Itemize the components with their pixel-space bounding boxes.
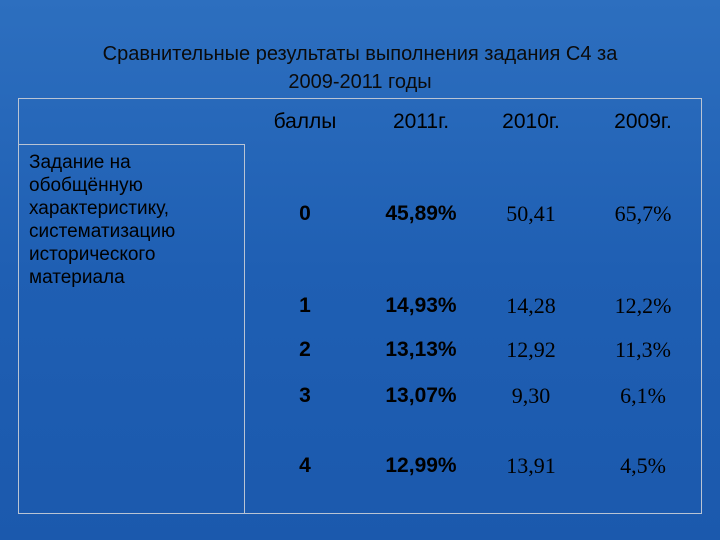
table-row-1: 1 14,93% 14,28 12,2% bbox=[245, 281, 701, 331]
cell-2010: 13,91 bbox=[506, 453, 556, 478]
table-row-3: 3 13,07% 9,30 6,1% bbox=[245, 371, 701, 421]
cell-2011: 45,89% bbox=[385, 202, 457, 225]
header-score: баллы bbox=[273, 109, 337, 133]
cell-score: 4 bbox=[299, 454, 311, 477]
table-row-2: 2 13,13% 12,92 11,3% bbox=[245, 327, 701, 373]
cell-2010: 50,41 bbox=[506, 201, 556, 226]
header-2010: 2010г. bbox=[502, 109, 560, 133]
cell-2009: 65,7% bbox=[614, 201, 672, 226]
cell-2009: 11,3% bbox=[614, 337, 671, 362]
header-2011: 2011г. bbox=[392, 109, 450, 133]
cell-2009: 4,5% bbox=[620, 453, 666, 478]
cell-2011: 13,07% bbox=[385, 384, 457, 407]
header-2009: 2009г. bbox=[614, 109, 672, 133]
title-line-1: Сравнительные результаты выполнения зада… bbox=[102, 43, 618, 65]
cell-2009: 6,1% bbox=[620, 383, 666, 408]
cell-2010: 9,30 bbox=[511, 383, 551, 408]
task-description: Задание на обобщённую характеристику, си… bbox=[29, 152, 176, 288]
cell-2011: 13,13% bbox=[385, 338, 457, 361]
slide-title: Сравнительные результаты выполнения зада… bbox=[30, 40, 690, 96]
cell-score: 3 bbox=[299, 384, 311, 407]
table-row-4: 4 12,99% 13,91 4,5% bbox=[245, 435, 701, 497]
table-row-0: 0 45,89% 50,41 65,7% bbox=[245, 169, 701, 259]
cell-2011: 14,93% bbox=[385, 294, 457, 317]
task-description-cell bbox=[19, 144, 245, 513]
results-table: баллы 2011г. 2010г. 2009г. Задание на об… bbox=[18, 98, 702, 514]
cell-score: 0 bbox=[299, 202, 311, 225]
title-line-2: 2009-2011 годы bbox=[288, 71, 432, 93]
cell-score: 1 bbox=[299, 294, 311, 317]
cell-score: 2 bbox=[299, 338, 311, 361]
cell-2010: 12,92 bbox=[506, 337, 556, 362]
cell-2011: 12,99% bbox=[385, 454, 457, 477]
cell-2010: 14,28 bbox=[506, 293, 556, 318]
cell-2009: 12,2% bbox=[614, 293, 672, 318]
